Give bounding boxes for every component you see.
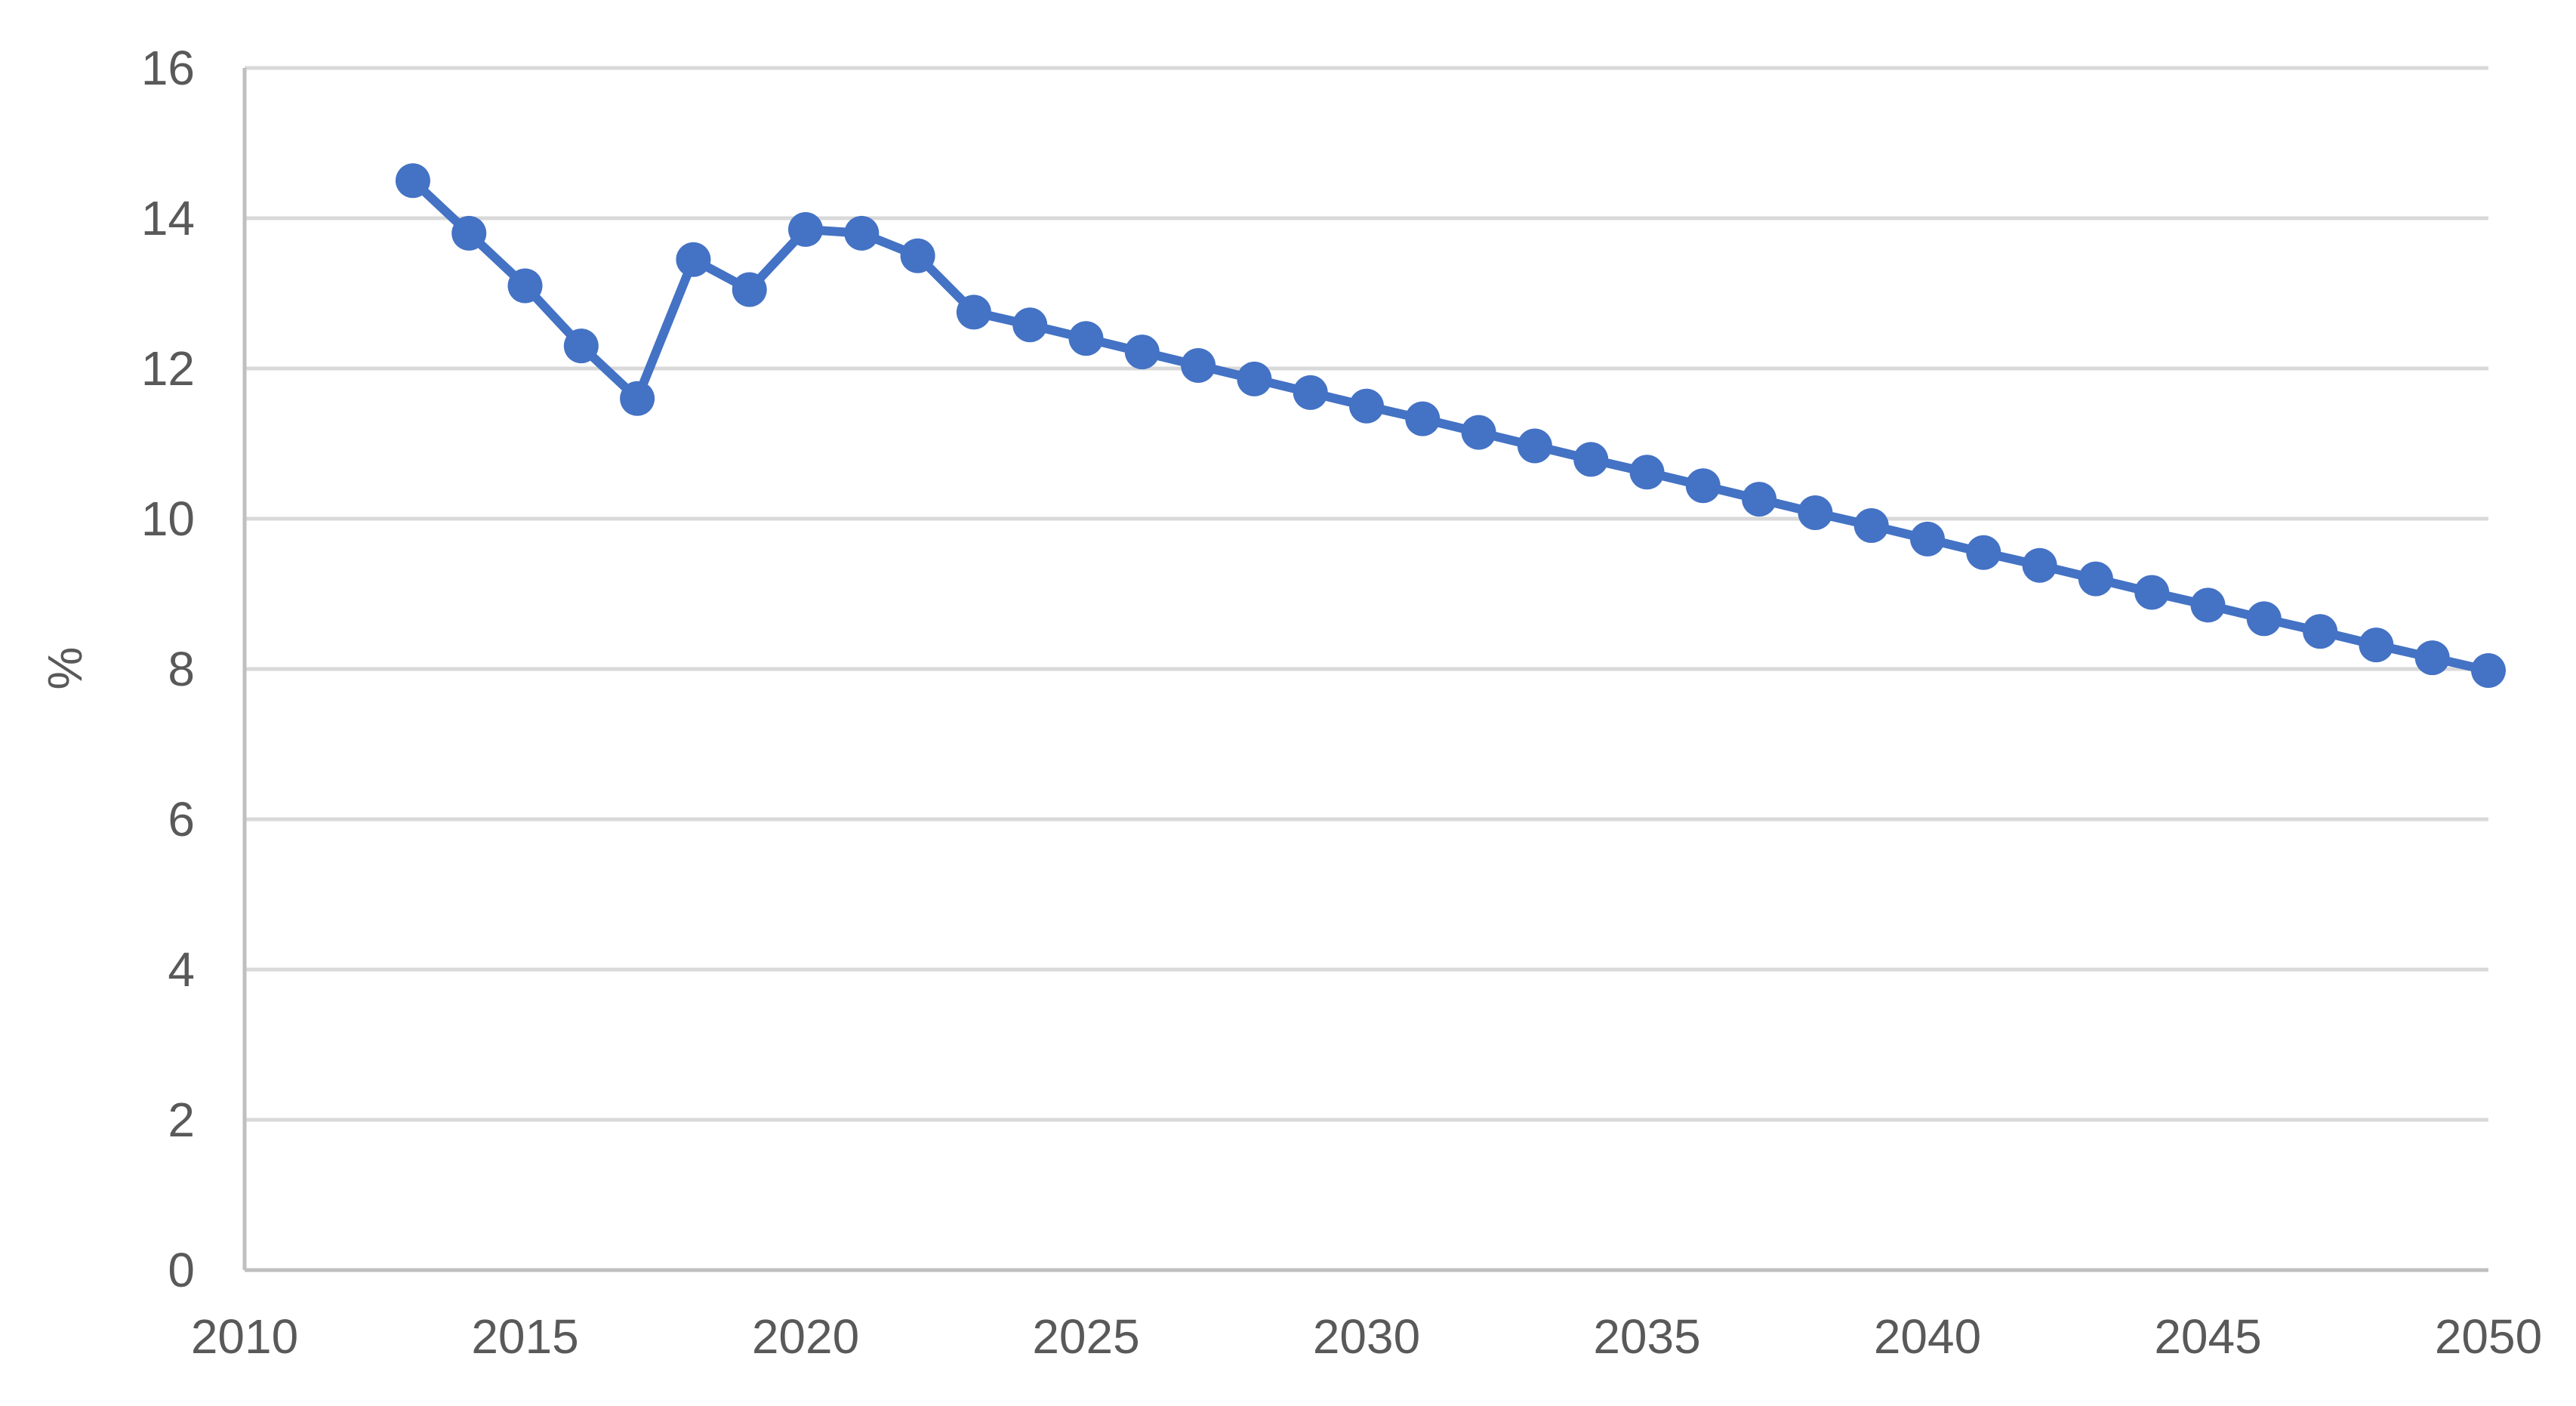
data-point bbox=[1910, 521, 1945, 557]
data-point bbox=[956, 294, 991, 330]
data-point bbox=[900, 238, 935, 273]
data-point bbox=[620, 381, 655, 416]
data-point bbox=[1293, 375, 1328, 410]
data-point bbox=[1742, 482, 1777, 517]
x-tick-label: 2010 bbox=[191, 1309, 298, 1364]
y-tick-label: 10 bbox=[141, 492, 195, 546]
x-tick-label: 2035 bbox=[1593, 1309, 1700, 1364]
x-tick-label: 2015 bbox=[471, 1309, 578, 1364]
y-tick-label: 12 bbox=[141, 341, 195, 396]
data-point bbox=[676, 242, 711, 277]
data-point bbox=[1349, 388, 1384, 424]
y-tick-label: 0 bbox=[168, 1243, 195, 1297]
data-point bbox=[2190, 587, 2226, 623]
x-tick-label: 2050 bbox=[2435, 1309, 2542, 1364]
data-point bbox=[1405, 401, 1441, 436]
data-point bbox=[1517, 428, 1552, 464]
y-tick-labels: 0 2 4 6 8 10 12 14 16 bbox=[141, 41, 195, 1297]
y-tick-label: 8 bbox=[168, 642, 195, 696]
y-tick-label: 2 bbox=[168, 1093, 195, 1147]
x-tick-label: 2045 bbox=[2154, 1309, 2261, 1364]
x-tick-label: 2020 bbox=[752, 1309, 859, 1364]
series-layer bbox=[395, 163, 2506, 688]
data-point bbox=[1573, 442, 1609, 477]
data-point bbox=[1237, 361, 1272, 396]
data-point bbox=[1068, 321, 1104, 356]
data-point bbox=[395, 163, 430, 199]
data-point bbox=[2359, 627, 2394, 663]
data-point bbox=[1124, 335, 1160, 370]
data-point bbox=[1798, 495, 1833, 531]
data-point bbox=[1181, 348, 1216, 384]
data-point bbox=[2078, 561, 2113, 597]
data-point bbox=[2022, 547, 2057, 583]
y-tick-label: 16 bbox=[141, 41, 195, 95]
data-point bbox=[1629, 455, 1665, 490]
data-point bbox=[2303, 614, 2338, 649]
gridlines bbox=[245, 66, 2488, 1122]
y-tick-label: 4 bbox=[168, 942, 195, 997]
data-point bbox=[844, 215, 880, 251]
data-point bbox=[507, 268, 543, 304]
data-point bbox=[2246, 601, 2282, 637]
data-point bbox=[2134, 575, 2170, 610]
x-tick-label: 2040 bbox=[1874, 1309, 1981, 1364]
x-tick-label: 2025 bbox=[1032, 1309, 1139, 1364]
data-point bbox=[451, 215, 487, 251]
data-point bbox=[563, 328, 599, 364]
axes bbox=[242, 68, 2488, 1272]
data-point bbox=[2471, 652, 2506, 688]
data-point bbox=[1853, 507, 1889, 543]
data-point bbox=[1685, 468, 1721, 504]
x-tick-labels: 2010 2015 2020 2025 2030 2035 2040 2045 2050 bbox=[191, 1309, 2542, 1364]
series-line bbox=[408, 176, 2493, 675]
data-point bbox=[1012, 307, 1048, 343]
data-point bbox=[1966, 535, 2001, 570]
y-axis-title: % bbox=[38, 647, 92, 690]
x-tick-label: 2030 bbox=[1313, 1309, 1420, 1364]
data-point bbox=[732, 272, 767, 307]
data-point bbox=[788, 211, 823, 247]
data-point bbox=[2414, 640, 2450, 676]
series-0 bbox=[395, 163, 2506, 688]
y-tick-label: 6 bbox=[168, 792, 195, 846]
y-tick-label: 14 bbox=[141, 191, 195, 245]
data-point bbox=[1461, 415, 1496, 450]
